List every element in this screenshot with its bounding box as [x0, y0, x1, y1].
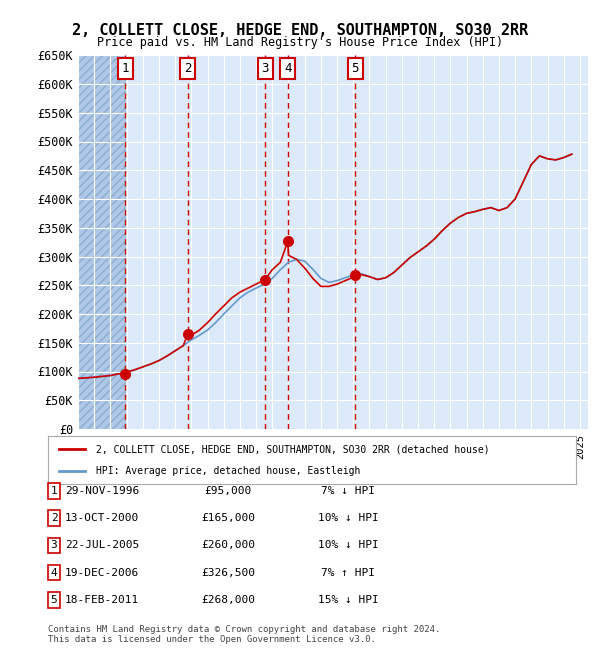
Text: £260,000: £260,000	[201, 540, 255, 551]
Text: 10% ↓ HPI: 10% ↓ HPI	[317, 540, 379, 551]
Bar	[78, 55, 125, 429]
Text: Price paid vs. HM Land Registry's House Price Index (HPI): Price paid vs. HM Land Registry's House …	[97, 36, 503, 49]
Text: 3: 3	[50, 540, 58, 551]
Text: £165,000: £165,000	[201, 513, 255, 523]
Text: 13-OCT-2000: 13-OCT-2000	[65, 513, 139, 523]
Text: 1: 1	[121, 62, 129, 75]
Text: 3: 3	[261, 62, 269, 75]
Text: 2, COLLETT CLOSE, HEDGE END, SOUTHAMPTON, SO30 2RR: 2, COLLETT CLOSE, HEDGE END, SOUTHAMPTON…	[72, 23, 528, 38]
Text: This data is licensed under the Open Government Licence v3.0.: This data is licensed under the Open Gov…	[48, 634, 376, 644]
Text: 19-DEC-2006: 19-DEC-2006	[65, 567, 139, 578]
Text: 15% ↓ HPI: 15% ↓ HPI	[317, 595, 379, 605]
Text: 18-FEB-2011: 18-FEB-2011	[65, 595, 139, 605]
Text: 5: 5	[352, 62, 359, 75]
Text: £326,500: £326,500	[201, 567, 255, 578]
Text: 2: 2	[50, 513, 58, 523]
Bar	[78, 55, 125, 429]
Text: £95,000: £95,000	[205, 486, 251, 496]
Text: HPI: Average price, detached house, Eastleigh: HPI: Average price, detached house, East…	[95, 465, 360, 476]
Text: 22-JUL-2005: 22-JUL-2005	[65, 540, 139, 551]
Text: 7% ↑ HPI: 7% ↑ HPI	[321, 567, 375, 578]
Text: 1: 1	[50, 486, 58, 496]
Text: 7% ↓ HPI: 7% ↓ HPI	[321, 486, 375, 496]
Text: 29-NOV-1996: 29-NOV-1996	[65, 486, 139, 496]
Text: 5: 5	[50, 595, 58, 605]
Text: 4: 4	[50, 567, 58, 578]
Text: 4: 4	[284, 62, 292, 75]
Text: £268,000: £268,000	[201, 595, 255, 605]
Text: 2: 2	[184, 62, 191, 75]
Text: 10% ↓ HPI: 10% ↓ HPI	[317, 513, 379, 523]
Text: Contains HM Land Registry data © Crown copyright and database right 2024.: Contains HM Land Registry data © Crown c…	[48, 625, 440, 634]
Text: 2, COLLETT CLOSE, HEDGE END, SOUTHAMPTON, SO30 2RR (detached house): 2, COLLETT CLOSE, HEDGE END, SOUTHAMPTON…	[95, 444, 489, 454]
